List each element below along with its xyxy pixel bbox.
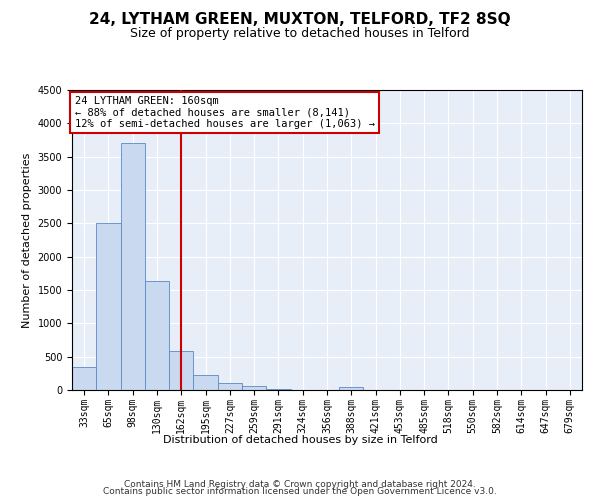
Bar [242, 386, 266, 390]
Bar [145, 282, 169, 390]
Y-axis label: Number of detached properties: Number of detached properties [22, 152, 32, 328]
Bar [121, 144, 145, 390]
Text: Contains public sector information licensed under the Open Government Licence v3: Contains public sector information licen… [103, 488, 497, 496]
Bar [266, 389, 290, 390]
Text: Contains HM Land Registry data © Crown copyright and database right 2024.: Contains HM Land Registry data © Crown c… [124, 480, 476, 489]
Text: 24, LYTHAM GREEN, MUXTON, TELFORD, TF2 8SQ: 24, LYTHAM GREEN, MUXTON, TELFORD, TF2 8… [89, 12, 511, 28]
Bar [72, 366, 96, 390]
Bar [218, 384, 242, 390]
Bar [339, 386, 364, 390]
Bar [169, 352, 193, 390]
Bar [193, 376, 218, 390]
Text: Size of property relative to detached houses in Telford: Size of property relative to detached ho… [130, 28, 470, 40]
Bar [96, 224, 121, 390]
Text: 24 LYTHAM GREEN: 160sqm
← 88% of detached houses are smaller (8,141)
12% of semi: 24 LYTHAM GREEN: 160sqm ← 88% of detache… [74, 96, 374, 129]
Text: Distribution of detached houses by size in Telford: Distribution of detached houses by size … [163, 435, 437, 445]
